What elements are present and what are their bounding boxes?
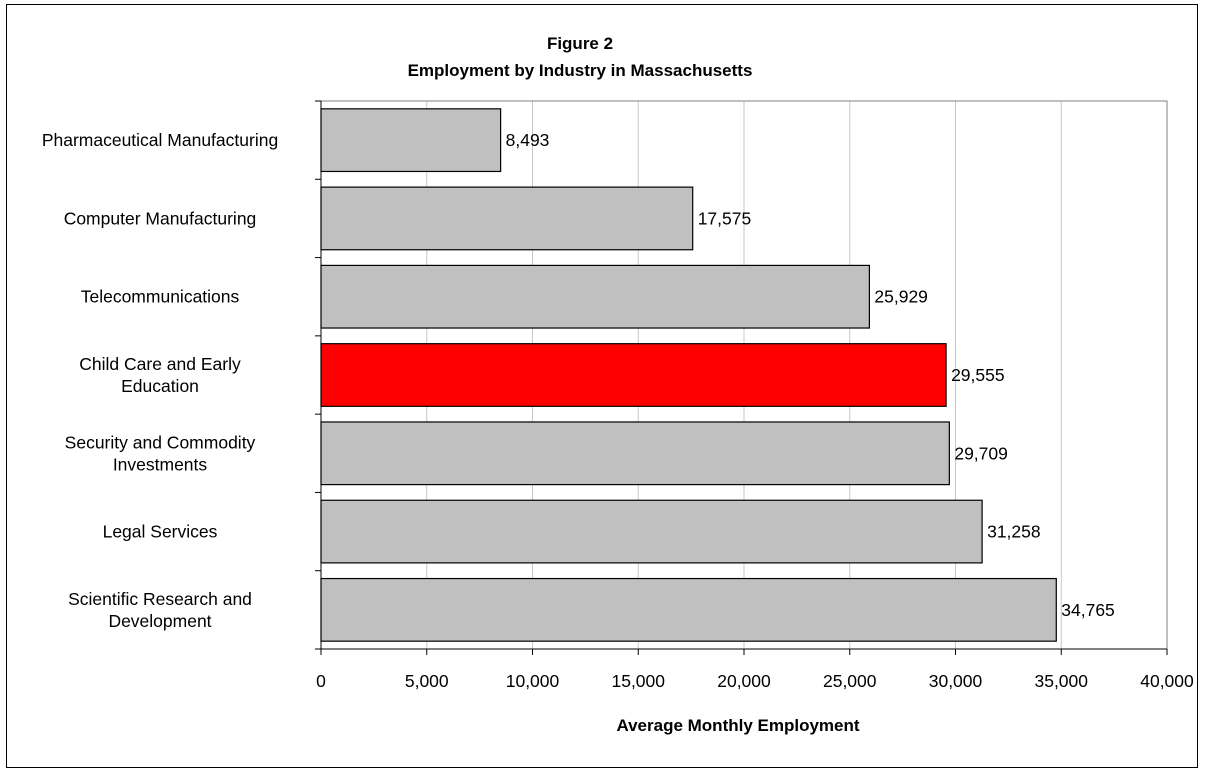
bar [320,421,950,486]
bars [320,108,1057,642]
data-label: 25,929 [874,287,928,307]
x-tick-label: 5,000 [405,671,449,691]
bar [320,499,983,564]
category-label-line: Pharmaceutical Manufacturing [42,130,278,150]
category-label-line: Investments [113,454,208,474]
x-tick-label: 30,000 [929,671,983,691]
category-label-line: Education [121,376,199,396]
category-label-line: Legal Services [103,522,218,542]
x-tick-label: 15,000 [611,671,665,691]
category-label-line: Scientific Research and [68,589,252,609]
chart-title: Figure 2 [547,34,613,53]
category-label: Telecommunications [81,287,240,307]
bar [320,186,694,251]
data-label: 31,258 [987,522,1041,542]
x-tick-label: 25,000 [823,671,877,691]
data-label: 34,765 [1061,600,1115,620]
category-label-line: Child Care and Early [79,354,241,374]
x-tick-label: 20,000 [717,671,771,691]
category-label: Security and Commodity Investments [65,432,256,474]
bar [320,343,947,407]
x-tick-label: 10,000 [506,671,560,691]
category-label: Child Care and Early Education [79,354,241,396]
x-tick-label: 35,000 [1034,671,1088,691]
category-label: Legal Services [103,522,218,542]
category-label: Computer Manufacturing [64,208,257,228]
data-label: 17,575 [698,208,752,228]
category-label-line: Development [108,611,211,631]
data-label: 8,493 [506,130,550,150]
category-label-line: Telecommunications [81,287,240,307]
category-label-line: Computer Manufacturing [64,208,257,228]
x-axis-title: Average Monthly Employment [616,716,859,735]
axes: 0 5,000 10,000 15,000 20,000 25,000 30,000 35,0… [315,100,1194,691]
bar [320,264,870,329]
category-label: Pharmaceutical Manufacturing [42,130,278,150]
labels: 8,493 Pharmaceutical Manufacturing 17,575 C… [42,130,1115,631]
chart-subtitle: Employment by Industry in Massachusetts [408,61,753,80]
bar [320,577,1057,642]
category-label: Scientific Research and Development [68,589,252,631]
data-label: 29,555 [951,365,1005,385]
bar [320,108,502,173]
x-tick-label: 40,000 [1140,671,1194,691]
x-tick-label: 0 [316,671,326,691]
data-label: 29,709 [954,443,1008,463]
category-label-line: Security and Commodity [65,432,256,452]
